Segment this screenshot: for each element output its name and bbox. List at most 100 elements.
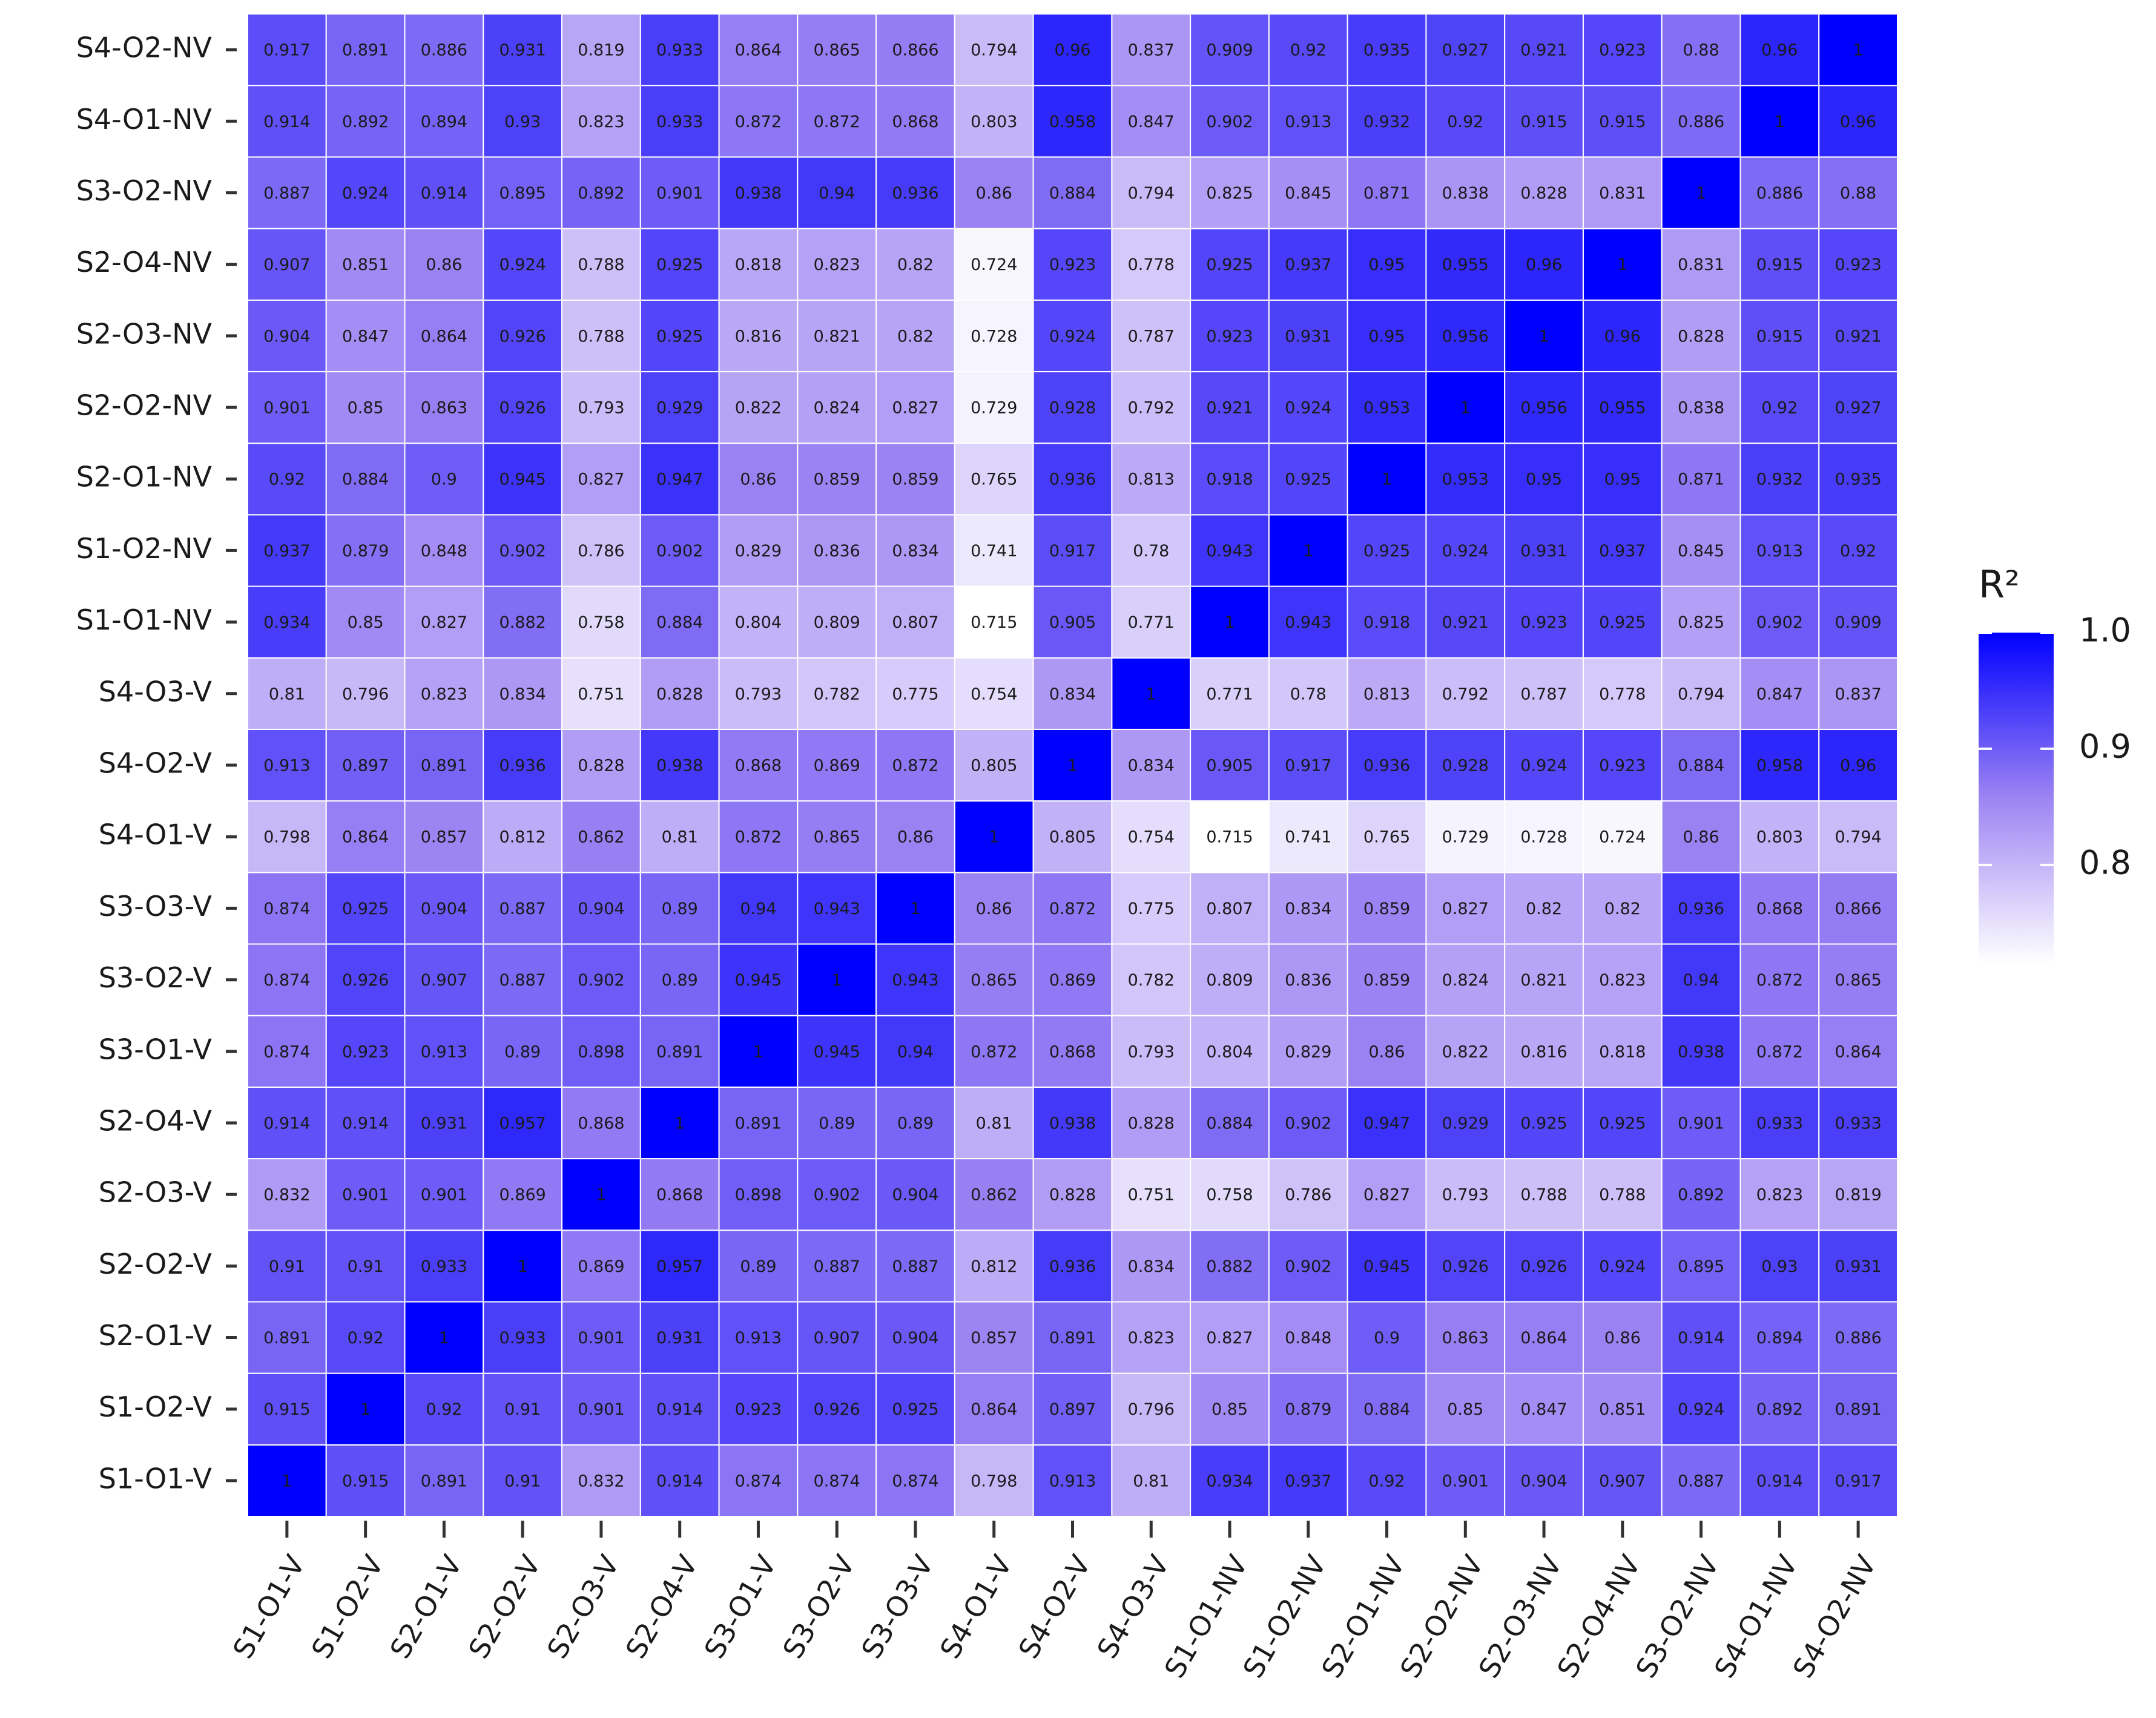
cell-label: 0.868	[656, 1186, 703, 1205]
cell-label: 0.787	[1128, 327, 1175, 346]
heatmap-cell	[1425, 1444, 1506, 1518]
heatmap-cell	[1818, 800, 1898, 874]
cell-label: 0.923	[1206, 327, 1253, 346]
cell-label: 0.803	[1756, 828, 1803, 847]
cell-label: 0.834	[1128, 757, 1175, 775]
heatmap-cell	[1504, 1301, 1584, 1374]
heatmap-cell	[1425, 370, 1506, 444]
heatmap-cell	[561, 872, 641, 945]
cell-label: 0.936	[1049, 470, 1096, 489]
cell-label: 0.824	[1442, 971, 1489, 990]
heatmap-cell	[639, 85, 720, 158]
cell-label: 0.925	[1206, 255, 1253, 274]
heatmap-cell	[247, 1158, 327, 1231]
cell-label: 0.872	[1756, 971, 1803, 990]
heatmap-cell	[639, 1086, 720, 1160]
heatmap-cell	[954, 443, 1034, 516]
cell-label: 0.86	[976, 184, 1012, 203]
cell-label: 0.924	[342, 184, 389, 203]
cell-label: 0.897	[342, 757, 389, 775]
cell-label: 0.91	[504, 1400, 541, 1419]
cell-label: 0.886	[1835, 1329, 1881, 1348]
cell-label: 0.904	[263, 327, 310, 346]
heatmap-cell	[718, 299, 799, 372]
cell-label: 0.788	[1599, 1186, 1646, 1205]
cell-label: 0.932	[1363, 113, 1410, 131]
heatmap-cell	[1268, 1229, 1348, 1303]
heatmap-cell	[718, 1301, 799, 1374]
cell-label: 0.901	[342, 1186, 389, 1205]
cell-label: 0.884	[1206, 1114, 1253, 1133]
cell-label: 0.907	[421, 971, 467, 990]
heatmap-cell	[1504, 156, 1584, 229]
cell-label: 0.923	[1049, 255, 1096, 274]
cell-label: 0.898	[735, 1186, 782, 1205]
heatmap-cell	[797, 585, 877, 659]
cell-label: 0.929	[1442, 1114, 1489, 1133]
cell-label: 0.89	[662, 900, 698, 918]
heatmap-cell	[325, 1444, 406, 1518]
cell-label: 0.918	[1363, 613, 1410, 632]
cell-label: 0.771	[1206, 685, 1253, 703]
heatmap-cell	[875, 943, 955, 1016]
cell-label: 0.859	[892, 470, 938, 489]
heatmap-cell	[483, 443, 563, 516]
cell-label: 0.891	[735, 1114, 782, 1133]
heatmap-cell	[404, 943, 484, 1016]
heatmap-cell	[1661, 657, 1741, 730]
cell-label: 0.838	[1678, 399, 1724, 418]
cell-label: 0.887	[263, 184, 310, 203]
cell-label: 0.78	[1133, 542, 1169, 561]
colorbar	[1979, 633, 2054, 964]
cell-label: 0.869	[578, 1257, 624, 1276]
cell-label: 0.924	[1599, 1257, 1646, 1276]
heatmap-cell	[483, 85, 563, 158]
heatmap-cell	[1347, 1372, 1427, 1446]
cell-label: 0.91	[348, 1257, 384, 1276]
cell-label: 0.823	[421, 685, 467, 703]
cell-label: 0.828	[656, 685, 703, 703]
cell-label: 0.924	[1520, 757, 1567, 775]
x-tick-label: S3-O3-V	[855, 1549, 940, 1664]
cell-label: 0.788	[578, 327, 624, 346]
heatmap-cell	[247, 13, 327, 87]
cell-label: 0.82	[897, 327, 934, 346]
heatmap-cell	[639, 1229, 720, 1303]
cell-label: 0.874	[263, 971, 310, 990]
cell-label: 0.923	[735, 1400, 782, 1419]
cell-label: 0.902	[578, 971, 624, 990]
heatmap-cell	[1504, 514, 1584, 587]
heatmap-cell	[1739, 1158, 1820, 1231]
cell-label: 1	[518, 1257, 528, 1276]
cell-label: 0.823	[1128, 1329, 1175, 1348]
cell-label: 0.943	[814, 900, 860, 918]
cell-label: 0.872	[892, 757, 938, 775]
heatmap-cell	[1582, 657, 1663, 730]
heatmap-cell	[1582, 800, 1663, 874]
cell-label: 0.868	[578, 1114, 624, 1133]
heatmap-cell	[1582, 1444, 1663, 1518]
cell-label: 0.89	[897, 1114, 934, 1133]
cell-label: 0.898	[578, 1042, 624, 1061]
heatmap-cell	[1268, 1158, 1348, 1231]
cell-label: 0.902	[1756, 613, 1803, 632]
cell-label: 0.847	[1128, 113, 1175, 131]
cell-label: 0.927	[1835, 399, 1881, 418]
cell-label: 0.902	[499, 542, 546, 561]
cell-label: 0.925	[1599, 1114, 1646, 1133]
cell-label: 0.831	[1599, 184, 1646, 203]
cell-label: 0.907	[263, 255, 310, 274]
heatmap-cell	[1818, 514, 1898, 587]
x-tick-label: S2-O3-V	[541, 1549, 626, 1664]
heatmap-cell	[875, 1015, 955, 1088]
heatmap-cell	[561, 1444, 641, 1518]
heatmap-cell	[1661, 514, 1741, 587]
cell-label: 0.786	[578, 542, 624, 561]
cell-label: 0.741	[971, 542, 1017, 561]
cell-label: 0.85	[1212, 1400, 1248, 1419]
heatmap-cell	[1111, 1444, 1192, 1518]
cell-label: 0.796	[342, 685, 389, 703]
heatmap-cell	[1661, 1372, 1741, 1446]
cell-label: 0.95	[1368, 255, 1405, 274]
cell-label: 0.836	[1285, 971, 1331, 990]
